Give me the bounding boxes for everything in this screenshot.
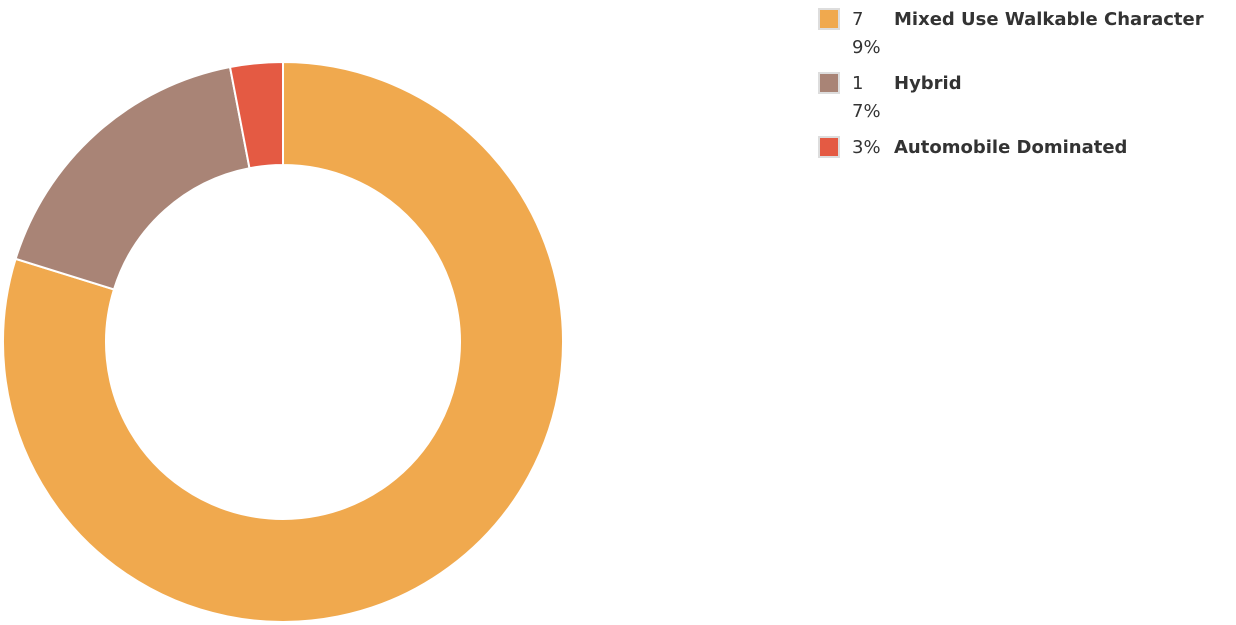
legend: 79% Mixed Use Walkable Character 17% Hybrid… [818, 6, 1236, 170]
legend-swatch [818, 72, 840, 94]
legend-swatch [818, 8, 840, 30]
donut-slice [2, 60, 564, 623]
legend-value: 3% [852, 137, 881, 158]
donut-slice [228, 60, 284, 170]
legend-label: Automobile Dominated [894, 137, 1128, 158]
legend-item: 17% Hybrid [818, 70, 1236, 126]
legend-label: Hybrid [894, 73, 962, 94]
donut-slice [14, 65, 251, 291]
legend-value: 79% [852, 9, 881, 58]
legend-swatch [818, 136, 840, 158]
legend-item: 79% Mixed Use Walkable Character [818, 6, 1236, 62]
legend-label: Mixed Use Walkable Character [894, 9, 1204, 30]
legend-item: 3% Automobile Dominated [818, 134, 1236, 162]
legend-value: 17% [852, 73, 881, 122]
donut-chart [2, 60, 564, 623]
